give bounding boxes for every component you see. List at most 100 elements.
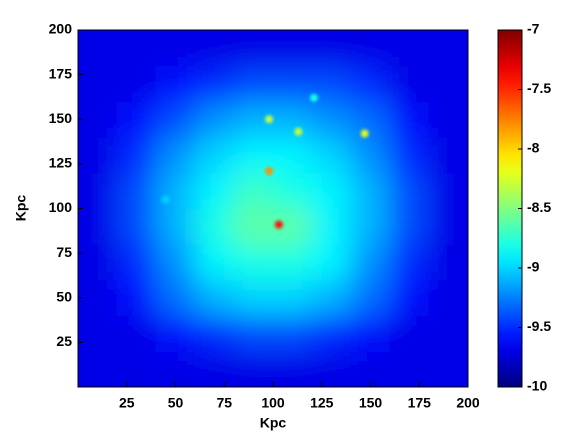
- heat-cell: [350, 172, 391, 209]
- heat-cell: [78, 100, 118, 138]
- y-axis-label: Kpc: [13, 195, 29, 222]
- heat-cell: [389, 315, 430, 352]
- heat-cell: [116, 315, 157, 352]
- x-tick-label: 150: [359, 395, 383, 411]
- colorbar-tick-label: -7: [527, 21, 540, 37]
- x-tick-label: 25: [119, 395, 135, 411]
- x-tick-label: 100: [261, 395, 285, 411]
- heat-cell: [116, 65, 157, 102]
- heat-cell: [194, 30, 235, 67]
- y-tick-label: 50: [56, 288, 72, 304]
- heat-cell: [389, 350, 430, 387]
- peak: [274, 220, 283, 229]
- heat-cell: [155, 279, 196, 317]
- x-tick-label: 175: [408, 395, 432, 411]
- heat-cell: [311, 30, 352, 67]
- heat-cell: [389, 30, 430, 67]
- heat-cell: [233, 208, 274, 245]
- colorbar-tick-label: -9: [527, 259, 540, 275]
- heat-cell: [233, 315, 274, 352]
- heat-cell: [428, 100, 468, 138]
- heat-cell: [233, 350, 274, 387]
- heat-cell: [116, 136, 157, 174]
- heat-cell: [155, 100, 196, 138]
- heat-cell: [233, 65, 274, 102]
- y-tick-label: 25: [56, 333, 72, 349]
- heat-cell: [389, 172, 430, 209]
- heat-cell: [428, 315, 468, 352]
- heat-cell: [350, 315, 391, 352]
- heat-cell: [428, 172, 468, 209]
- heat-cell: [428, 65, 468, 102]
- heat-cell: [194, 65, 235, 102]
- heat-cell: [78, 243, 118, 281]
- heat-cell: [116, 172, 157, 209]
- heat-cell: [272, 65, 313, 102]
- peak: [360, 129, 369, 138]
- heat-cell: [78, 30, 118, 67]
- heat-cell: [78, 65, 118, 102]
- heat-cell: [116, 100, 157, 138]
- heat-cell: [233, 279, 274, 317]
- heat-cell: [194, 100, 235, 138]
- heat-cell: [78, 172, 118, 209]
- heat-cell: [311, 100, 352, 138]
- heat-cell: [233, 243, 274, 281]
- y-tick-label: 100: [49, 199, 73, 215]
- heat-cell: [116, 30, 157, 67]
- x-tick-label: 50: [168, 395, 184, 411]
- heat-cell: [194, 172, 235, 209]
- peak: [265, 167, 274, 176]
- heat-cell: [155, 136, 196, 174]
- heat-cell: [389, 279, 430, 317]
- heat-cell: [311, 243, 352, 281]
- heat-cell: [311, 279, 352, 317]
- y-tick-label: 125: [49, 155, 73, 171]
- heat-cell: [78, 315, 118, 352]
- colorbar-tick-label: -8.5: [527, 199, 551, 215]
- heat-cell: [389, 136, 430, 174]
- y-tick-label: 175: [49, 65, 73, 81]
- heat-cell: [272, 172, 313, 209]
- heat-cell: [428, 208, 468, 245]
- heat-cell: [350, 100, 391, 138]
- x-tick-label: 125: [310, 395, 334, 411]
- heat-cell: [311, 136, 352, 174]
- heat-cell: [272, 315, 313, 352]
- heat-cell: [233, 30, 274, 67]
- heat-cell: [350, 30, 391, 67]
- heat-cell: [272, 350, 313, 387]
- heat-cell: [272, 136, 313, 174]
- colorbar-tick-label: -8: [527, 140, 540, 156]
- heat-cell: [428, 30, 468, 67]
- colorbar-tick-label: -7.5: [527, 80, 551, 96]
- peak: [265, 115, 274, 124]
- x-tick-label: 75: [216, 395, 232, 411]
- peaks: [161, 93, 369, 229]
- peak: [309, 93, 318, 102]
- heat-cell: [428, 279, 468, 317]
- heat-cell: [389, 100, 430, 138]
- heat-cell: [194, 315, 235, 352]
- heat-cell: [155, 172, 196, 209]
- x-tick-label: 200: [456, 395, 480, 411]
- heat-cell: [78, 279, 118, 317]
- heat-cell: [194, 136, 235, 174]
- heat-cell: [155, 208, 196, 245]
- heat-cell: [194, 350, 235, 387]
- heat-cell: [389, 208, 430, 245]
- peak: [161, 195, 170, 204]
- heat-cell: [233, 172, 274, 209]
- y-tick-label: 200: [49, 21, 73, 37]
- heat-cell: [311, 172, 352, 209]
- heat-cell: [194, 208, 235, 245]
- heat-cell: [311, 350, 352, 387]
- heatmap-field: [78, 30, 468, 387]
- heat-cell: [194, 279, 235, 317]
- heat-cell: [78, 208, 118, 245]
- heat-cell: [272, 30, 313, 67]
- plot-area: [78, 30, 468, 387]
- heat-cell: [428, 243, 468, 281]
- colorbar-tick-label: -9.5: [527, 318, 551, 334]
